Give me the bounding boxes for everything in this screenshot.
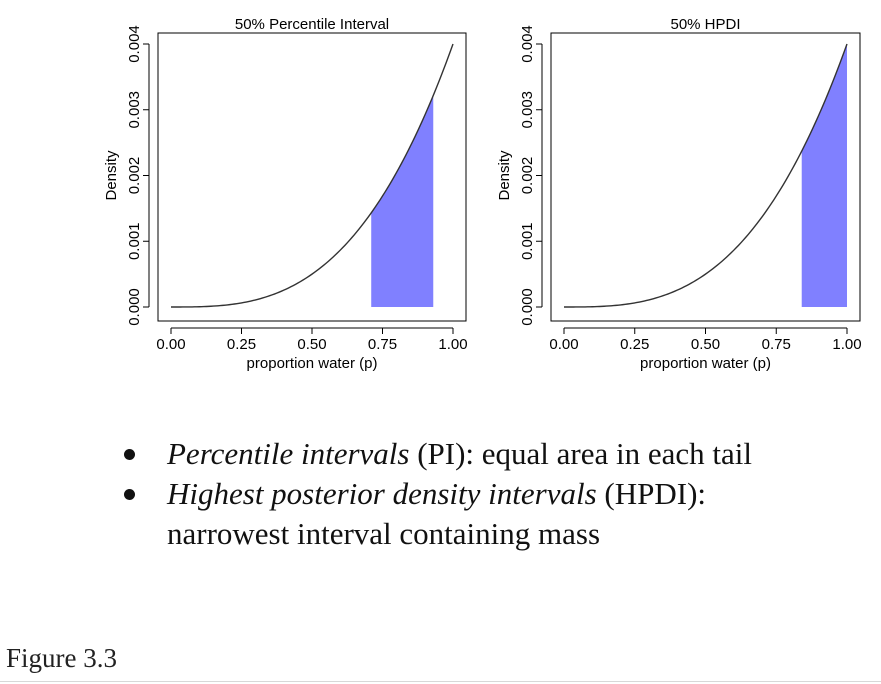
x-axis-label: proportion water (p) bbox=[247, 355, 378, 372]
bullet-text-continued: narrowest interval containing mass bbox=[167, 516, 601, 551]
x-tick-label: 0.00 bbox=[156, 336, 185, 353]
chart-title: 50% HPDI bbox=[670, 16, 740, 33]
bullet-text: (HPDI): bbox=[596, 476, 707, 511]
plot-frame bbox=[157, 32, 467, 322]
bullet-term: Percentile intervals bbox=[167, 436, 410, 471]
plot-frame bbox=[550, 32, 861, 322]
x-tick-label: 0.25 bbox=[620, 336, 649, 353]
bullet-dot bbox=[124, 449, 135, 460]
bullet-item-pi: Percentile intervals (PI): equal area in… bbox=[120, 434, 860, 474]
x-tick-label: 1.00 bbox=[832, 336, 861, 353]
x-tick-label: 0.75 bbox=[368, 336, 397, 353]
y-tick-label: 0.000 bbox=[519, 288, 536, 326]
y-tick-label: 0.001 bbox=[126, 222, 143, 260]
bottom-divider bbox=[0, 681, 881, 682]
x-tick-label: 0.00 bbox=[549, 336, 578, 353]
y-tick-label: 0.002 bbox=[519, 157, 536, 195]
bullet-item-hpdi: Highest posterior density intervals (HPD… bbox=[120, 474, 860, 554]
x-tick-label: 0.50 bbox=[297, 336, 326, 353]
density-charts: 50% Percentile Interval 0.00 0.25 0.50 0.75 1… bbox=[103, 16, 862, 372]
y-tick-label: 0.004 bbox=[126, 25, 143, 63]
x-tick-label: 0.50 bbox=[691, 336, 720, 353]
x-axis-label: proportion water (p) bbox=[640, 355, 771, 372]
chart-title: 50% Percentile Interval bbox=[235, 16, 389, 33]
y-axis-label: Density bbox=[103, 150, 120, 201]
y-tick-label: 0.001 bbox=[519, 222, 536, 260]
figure-label: Figure 3.3 bbox=[6, 643, 117, 673]
y-tick-label: 0.004 bbox=[519, 25, 536, 63]
x-tick-label: 1.00 bbox=[438, 336, 467, 353]
shaded-interval bbox=[371, 95, 434, 307]
bullet-list: Percentile intervals (PI): equal area in… bbox=[120, 434, 860, 554]
bullet-term: Highest posterior density intervals bbox=[167, 476, 597, 511]
shaded-interval bbox=[801, 44, 847, 307]
x-tick-label: 0.25 bbox=[227, 336, 256, 353]
bullet-text: (PI): equal area in each tail bbox=[409, 436, 753, 471]
y-tick-label: 0.003 bbox=[519, 91, 536, 129]
y-tick-label: 0.003 bbox=[126, 91, 143, 129]
y-tick-label: 0.002 bbox=[126, 157, 143, 195]
density-curve bbox=[564, 43, 848, 308]
bullet-dot bbox=[124, 489, 135, 500]
x-tick-label: 0.75 bbox=[762, 336, 791, 353]
y-axis-label: Density bbox=[496, 150, 513, 201]
y-tick-label: 0.000 bbox=[126, 288, 143, 326]
density-curve bbox=[171, 43, 454, 308]
